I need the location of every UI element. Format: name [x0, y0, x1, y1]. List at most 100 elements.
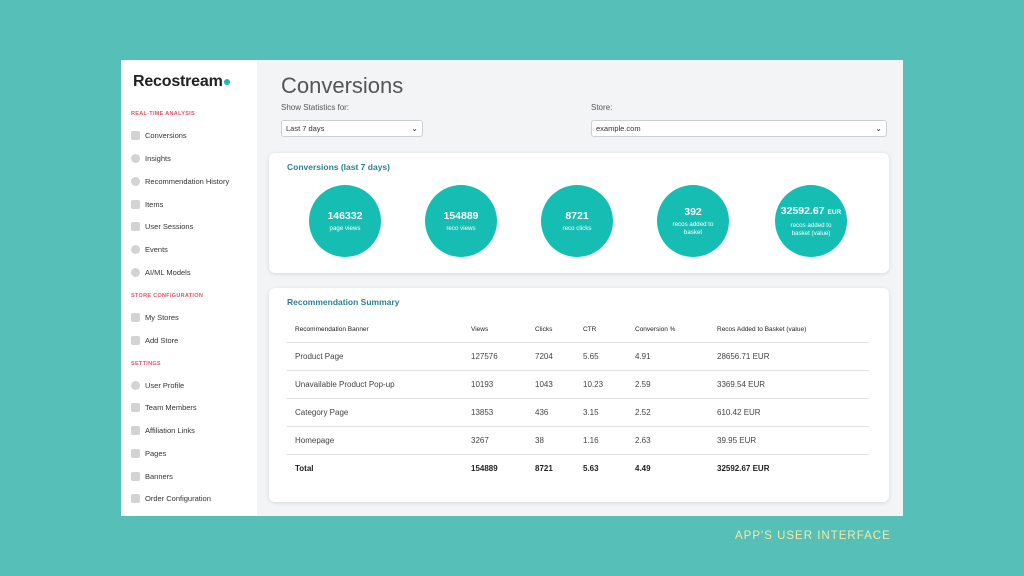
table-cell: Product Page	[287, 342, 463, 371]
user-icon	[131, 380, 140, 390]
sidebar-item-label: User Sessions	[145, 221, 194, 231]
metric-recos-added: 392 recos added to basket	[657, 185, 729, 257]
sidebar-item-label: Insights	[145, 153, 171, 163]
sidebar-item-user-profile[interactable]: User Profile	[131, 378, 184, 392]
section-title-analysis: REAL-TIME ANALYSIS	[131, 111, 195, 117]
sidebar-item-user-sessions[interactable]: User Sessions	[131, 219, 193, 233]
table-cell: 1043	[527, 370, 575, 399]
table-cell: 610.42 EUR	[709, 398, 869, 427]
sidebar-item-ai-ml-models[interactable]: AI/ML Models	[131, 265, 191, 279]
metric-label: recos added to basket	[672, 220, 714, 236]
summary-card-title: Recommendation Summary	[287, 297, 400, 307]
table-cell: 3369.54 EUR	[709, 370, 869, 399]
bell-icon	[131, 244, 140, 254]
metric-value: 8721	[565, 209, 589, 222]
cart-icon	[131, 493, 140, 503]
table-cell: 10193	[463, 370, 527, 399]
metric-reco-clicks: 8721 reco clicks	[541, 185, 613, 257]
metric-value: 146332	[327, 209, 363, 222]
table-row: Unavailable Product Pop-up 10193 1043 10…	[287, 370, 869, 399]
table-cell: 4.49	[635, 463, 651, 473]
conversions-card: Conversions (last 7 days) 146332 page vi…	[269, 153, 889, 273]
column-header: CTR	[575, 318, 627, 343]
chevron-down-icon: ⌄	[411, 124, 418, 133]
sidebar-item-conversions[interactable]: Conversions	[131, 128, 187, 142]
sidebar-item-label: Recommendation History	[145, 176, 230, 186]
logo-dot	[223, 79, 230, 85]
metric-value: 392	[684, 205, 702, 218]
table-cell: 13853	[463, 398, 527, 427]
table-cell: Unavailable Product Pop-up	[287, 370, 463, 399]
history-icon	[131, 176, 140, 186]
metric-page-views: 146332 page views	[309, 185, 381, 257]
sidebar-item-team-members[interactable]: Team Members	[131, 400, 197, 414]
table-cell: 32592.67 EUR	[717, 463, 770, 473]
slide-caption: APP'S USER INTERFACE	[735, 530, 891, 542]
sidebar-item-order-configuration[interactable]: Order Configuration	[131, 491, 211, 505]
table-cell: 5.63	[583, 463, 599, 473]
column-header: Recommendation Banner	[287, 318, 463, 343]
sidebar-item-label: Pages	[145, 448, 167, 458]
table-cell: 436	[527, 398, 575, 427]
sidebar-item-label: Add Store	[145, 335, 179, 345]
summary-table: Recommendation Banner Views Clicks CTR C…	[287, 318, 869, 482]
sidebar-item-label: AI/ML Models	[145, 267, 191, 277]
table-cell: 10.23	[575, 370, 627, 399]
metric-label: reco views	[446, 224, 476, 232]
metric-reco-views: 154889 reco views	[425, 185, 497, 257]
sidebar-item-label: User Profile	[145, 380, 185, 390]
chevron-down-icon: ⌄	[875, 124, 882, 133]
metric-unit: EUR	[827, 208, 842, 216]
table-row: Homepage 3267 38 1.16 2.63 39.95 EUR	[287, 426, 869, 455]
sidebar-item-affiliation-links[interactable]: Affiliation Links	[131, 423, 195, 437]
metric-value: 154889	[443, 209, 479, 222]
calendar-icon	[131, 312, 140, 322]
sidebar: Recostream REAL-TIME ANALYSIS Conversion…	[121, 60, 257, 516]
table-cell: 28656.71 EUR	[709, 342, 869, 371]
table-row: Category Page 13853 436 3.15 2.52 610.42…	[287, 398, 869, 427]
sidebar-item-banners[interactable]: Banners	[131, 469, 173, 483]
stats-period-value: Last 7 days	[286, 124, 325, 133]
metric-value-wrap: 32592.67 EUR	[781, 205, 841, 219]
sidebar-item-label: My Stores	[145, 312, 179, 322]
table-cell: 2.52	[627, 398, 709, 427]
sidebar-item-items[interactable]: Items	[131, 197, 163, 211]
sidebar-item-pages[interactable]: Pages	[131, 446, 166, 460]
table-cell: 127576	[463, 342, 527, 371]
table-cell: 2.59	[627, 370, 709, 399]
sidebar-item-add-store[interactable]: Add Store	[131, 333, 178, 347]
column-header: Views	[463, 318, 527, 343]
table-cell: 1.16	[575, 426, 627, 455]
truck-icon	[131, 199, 140, 209]
store-value: example.com	[596, 124, 641, 133]
sidebar-item-insights[interactable]: Insights	[131, 151, 171, 165]
store-select[interactable]: example.com ⌄	[591, 120, 887, 137]
metric-label: page views	[329, 224, 361, 232]
metric-label: recos added to basket (value)	[790, 221, 832, 237]
dollar-icon	[131, 130, 140, 140]
sidebar-item-recommendation-history[interactable]: Recommendation History	[131, 174, 229, 188]
column-header: Clicks	[527, 318, 575, 343]
table-cell: 7204	[527, 342, 575, 371]
sidebar-item-label: Team Members	[145, 402, 197, 412]
stats-period-select[interactable]: Last 7 days ⌄	[281, 120, 423, 137]
sidebar-item-my-stores[interactable]: My Stores	[131, 310, 179, 324]
table-cell: 8721	[535, 463, 553, 473]
sidebar-item-events[interactable]: Events	[131, 242, 168, 256]
main-content: Conversions Show Statistics for: Last 7 …	[257, 60, 903, 516]
sidebar-item-label: Order Configuration	[145, 493, 211, 503]
team-icon	[131, 402, 140, 412]
sidebar-item-label: Events	[145, 244, 168, 254]
store-label: Store:	[591, 103, 613, 112]
metric-recos-added-value: 32592.67 EUR recos added to basket (valu…	[775, 185, 847, 257]
table-cell: 154889	[471, 463, 498, 473]
metric-label: reco clicks	[562, 224, 592, 232]
brush-icon	[131, 471, 140, 481]
column-header: Conversion %	[627, 318, 709, 343]
table-cell: 39.95 EUR	[709, 426, 869, 455]
table-total-row: Total 154889 8721 5.63 4.49 32592.67 EUR	[287, 454, 869, 482]
table-cell: 2.63	[627, 426, 709, 455]
app-window: Recostream REAL-TIME ANALYSIS Conversion…	[121, 60, 903, 516]
table-cell: 3.15	[575, 398, 627, 427]
brand-logo[interactable]: Recostream	[133, 73, 230, 91]
